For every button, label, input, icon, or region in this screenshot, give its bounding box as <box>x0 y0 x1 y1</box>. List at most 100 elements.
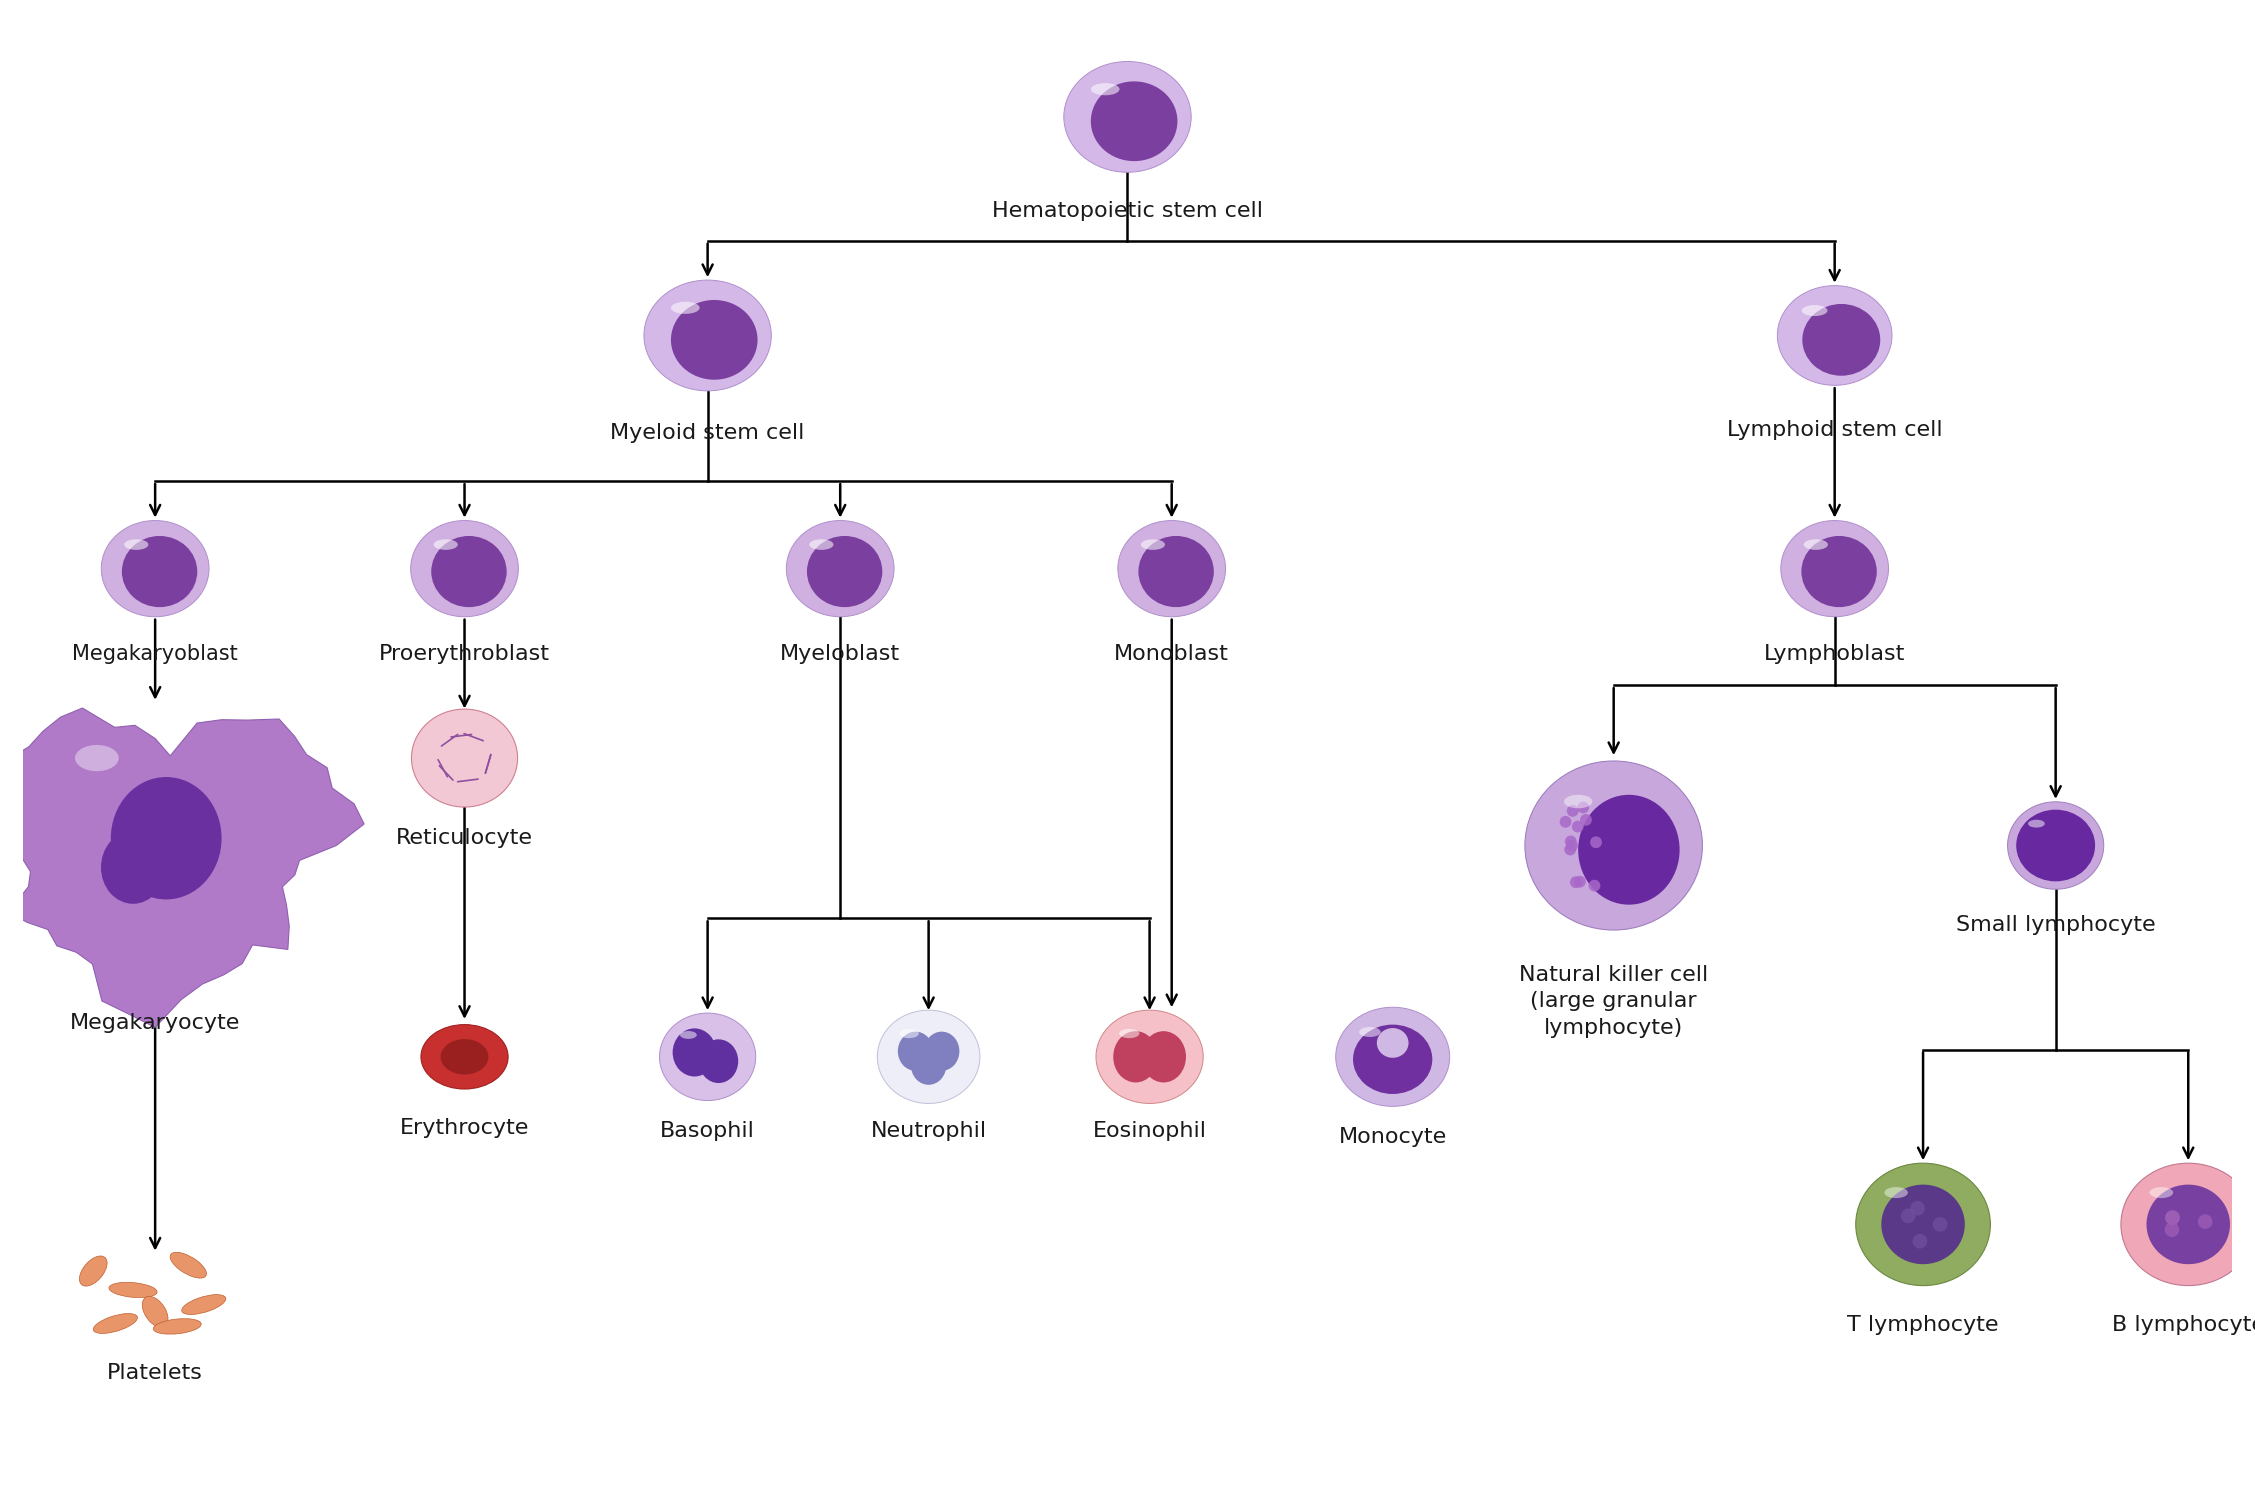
Ellipse shape <box>1091 83 1118 95</box>
Ellipse shape <box>2165 1210 2181 1225</box>
Ellipse shape <box>699 1039 737 1083</box>
Ellipse shape <box>74 745 120 772</box>
Ellipse shape <box>1565 836 1576 848</box>
Ellipse shape <box>1912 1234 1928 1249</box>
Ellipse shape <box>2199 1215 2212 1228</box>
Ellipse shape <box>2149 1187 2174 1199</box>
Ellipse shape <box>1360 1028 1380 1036</box>
Text: Reticulocyte: Reticulocyte <box>397 828 532 848</box>
Ellipse shape <box>1139 535 1213 607</box>
Ellipse shape <box>925 1032 958 1071</box>
Ellipse shape <box>787 520 893 617</box>
Ellipse shape <box>122 535 196 607</box>
Ellipse shape <box>1910 1201 1926 1215</box>
Text: Myeloid stem cell: Myeloid stem cell <box>611 422 805 443</box>
Ellipse shape <box>1885 1187 1908 1199</box>
Ellipse shape <box>1933 1216 1948 1231</box>
Ellipse shape <box>1524 761 1703 929</box>
Ellipse shape <box>1569 876 1581 888</box>
Ellipse shape <box>645 280 771 391</box>
Text: Myeloblast: Myeloblast <box>780 644 900 665</box>
Ellipse shape <box>1335 1007 1450 1106</box>
Ellipse shape <box>1804 540 1829 550</box>
Ellipse shape <box>1141 1030 1186 1083</box>
Ellipse shape <box>658 1013 755 1100</box>
Ellipse shape <box>410 520 519 617</box>
Ellipse shape <box>1777 286 1892 385</box>
Ellipse shape <box>431 535 507 607</box>
Ellipse shape <box>1118 520 1224 617</box>
Ellipse shape <box>2165 1222 2178 1237</box>
Ellipse shape <box>2165 1210 2181 1225</box>
Ellipse shape <box>433 540 458 550</box>
Text: Lymphoblast: Lymphoblast <box>1763 644 1905 665</box>
Ellipse shape <box>1802 305 1827 317</box>
Ellipse shape <box>169 1252 207 1279</box>
Ellipse shape <box>1064 61 1191 172</box>
Text: T lymphocyte: T lymphocyte <box>1847 1315 1998 1335</box>
Ellipse shape <box>79 1257 106 1286</box>
Ellipse shape <box>1856 1163 1991 1286</box>
Ellipse shape <box>101 831 165 904</box>
Text: Erythrocyte: Erythrocyte <box>399 1118 530 1138</box>
Ellipse shape <box>1565 794 1592 809</box>
Text: Natural killer cell
(large granular
lymphocyte): Natural killer cell (large granular lymp… <box>1520 965 1709 1038</box>
Ellipse shape <box>110 778 221 900</box>
Ellipse shape <box>1781 520 1887 617</box>
Text: Hematopoietic stem cell: Hematopoietic stem cell <box>992 201 1263 222</box>
Ellipse shape <box>1091 82 1177 161</box>
Ellipse shape <box>440 1039 489 1075</box>
Ellipse shape <box>807 535 882 607</box>
Ellipse shape <box>108 1282 158 1298</box>
Ellipse shape <box>2027 819 2045 828</box>
Ellipse shape <box>672 302 699 314</box>
Ellipse shape <box>810 540 834 550</box>
Text: Eosinophil: Eosinophil <box>1094 1121 1206 1141</box>
Ellipse shape <box>1118 1029 1139 1038</box>
Text: Small lymphocyte: Small lymphocyte <box>1955 916 2156 935</box>
Text: Neutrophil: Neutrophil <box>870 1121 988 1141</box>
Ellipse shape <box>1581 813 1592 825</box>
Ellipse shape <box>877 1010 981 1103</box>
Ellipse shape <box>1096 1010 1204 1103</box>
Ellipse shape <box>1802 303 1881 376</box>
Ellipse shape <box>1588 880 1601 892</box>
Ellipse shape <box>1567 804 1578 816</box>
Ellipse shape <box>1567 840 1578 852</box>
Text: Platelets: Platelets <box>108 1362 203 1383</box>
Ellipse shape <box>1578 794 1680 904</box>
Ellipse shape <box>101 520 210 617</box>
Ellipse shape <box>2007 801 2104 889</box>
Text: Lymphoid stem cell: Lymphoid stem cell <box>1727 419 1942 440</box>
Ellipse shape <box>1353 1025 1432 1094</box>
Ellipse shape <box>1590 836 1601 848</box>
Ellipse shape <box>1802 535 1876 607</box>
Ellipse shape <box>672 1029 717 1077</box>
Ellipse shape <box>2016 809 2095 882</box>
Ellipse shape <box>672 300 758 379</box>
Ellipse shape <box>1574 876 1585 888</box>
Text: Monocyte: Monocyte <box>1339 1127 1448 1146</box>
Ellipse shape <box>1572 821 1583 833</box>
Ellipse shape <box>1114 1030 1159 1083</box>
Text: Megakaryocyte: Megakaryocyte <box>70 1013 241 1033</box>
Ellipse shape <box>1576 801 1590 813</box>
Text: Monoblast: Monoblast <box>1114 644 1229 665</box>
Ellipse shape <box>1565 843 1576 855</box>
Ellipse shape <box>1901 1209 1914 1224</box>
Text: Proerythroblast: Proerythroblast <box>379 644 550 665</box>
Ellipse shape <box>142 1297 169 1328</box>
Ellipse shape <box>2122 1163 2255 1286</box>
Ellipse shape <box>422 1025 507 1088</box>
Ellipse shape <box>124 540 149 550</box>
Ellipse shape <box>1881 1185 1964 1264</box>
Ellipse shape <box>410 709 519 807</box>
Ellipse shape <box>1141 540 1166 550</box>
Text: B lymphocyte: B lymphocyte <box>2111 1315 2255 1335</box>
Ellipse shape <box>900 1029 918 1038</box>
Ellipse shape <box>92 1313 138 1334</box>
Text: Megakaryoblast: Megakaryoblast <box>72 644 239 665</box>
Polygon shape <box>0 708 363 1028</box>
Ellipse shape <box>1560 816 1572 828</box>
Ellipse shape <box>681 1030 697 1039</box>
